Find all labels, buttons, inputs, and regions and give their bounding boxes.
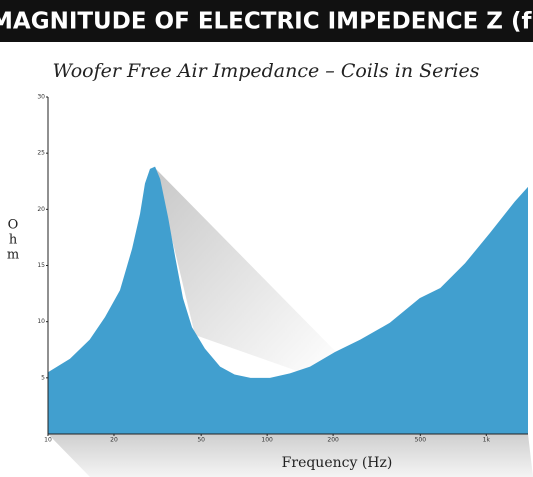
y-tick-label: 10 — [37, 318, 45, 325]
shadow — [155, 168, 340, 372]
x-tick-label: 500 — [415, 437, 427, 444]
y-tick-label: 30 — [37, 94, 45, 101]
chart-title: Woofer Free Air Impedance – Coils in Ser… — [52, 60, 479, 82]
x-tick-label: 10 — [44, 437, 52, 444]
x-axis-label: Frequency (Hz) — [282, 455, 393, 471]
y-axis-label: Ohm — [6, 218, 21, 263]
x-tick-label: 100 — [261, 437, 273, 444]
header-bar — [0, 0, 533, 42]
floor-shadow — [48, 434, 533, 477]
header: MAGNITUDE OF ELECTRIC IMPEDENCE Z (f) — [0, 9, 533, 35]
y-tick-label: 15 — [37, 262, 45, 269]
area — [48, 166, 528, 434]
x-tick-label: 50 — [197, 437, 205, 444]
y-tick-label: 5 — [41, 374, 45, 381]
x-tick-label: 20 — [110, 437, 118, 444]
x-tick-label: 200 — [327, 437, 339, 444]
x-tick-label: 1k — [483, 437, 491, 444]
y-tick-label: 25 — [37, 150, 45, 157]
y-tick-label: 20 — [37, 206, 45, 213]
